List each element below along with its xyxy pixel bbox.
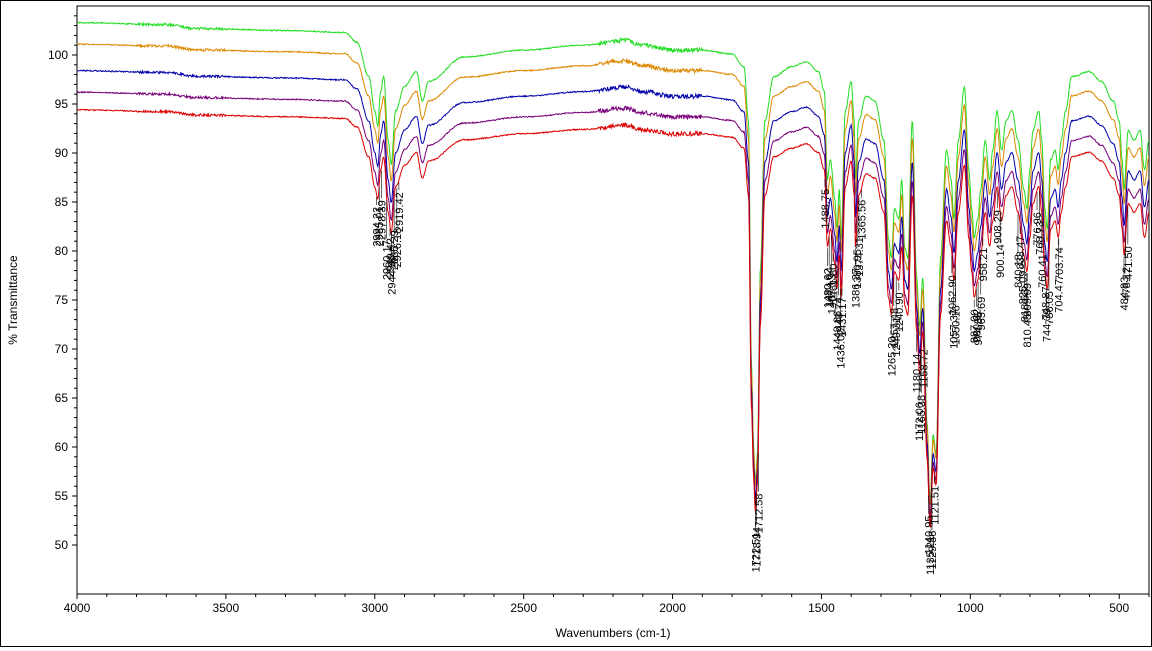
peak-label: 1240.90 [894, 292, 906, 332]
peak-label: 987.00 [969, 310, 981, 344]
x-tick-label: 3500 [213, 601, 240, 615]
y-tick-label: 75 [55, 293, 69, 307]
x-axis-label: Wavenumbers (cm-1) [556, 626, 671, 640]
peak-label: 900.14 [995, 244, 1007, 278]
y-tick-label: 90 [55, 146, 69, 160]
peak-label: 471.50 [1123, 246, 1135, 280]
y-axis-label: % Transmittance [6, 255, 20, 345]
peak-label: 2994.22 [372, 207, 384, 247]
peak-label: 974.55 [973, 312, 985, 346]
peak-label: 1257.48 [889, 308, 901, 348]
x-tick-label: 4000 [64, 601, 91, 615]
peak-label: 965.69 [976, 297, 988, 331]
peak-label: 825.09 [1017, 271, 1029, 305]
peak-label: 744.39 [1042, 308, 1054, 342]
peak-label: 2944.36 [387, 255, 399, 295]
peak-annotations: 2994.222985.012978.392960.172949.422944.… [372, 170, 1135, 575]
peak-label: 958.21 [978, 248, 990, 282]
peak-label: 1158.72 [918, 349, 930, 388]
peak-label: 776.96 [1032, 212, 1044, 246]
spectrum-line [77, 21, 1149, 503]
peak-label: 2926.18 [392, 228, 404, 268]
x-tick-label: 2500 [510, 601, 537, 615]
peak-label: 1431.17 [837, 297, 849, 337]
peak-label: 1436.02 [836, 329, 848, 369]
y-tick-label: 95 [55, 97, 69, 111]
y-tick-label: 65 [55, 391, 69, 405]
peak-label: 1365.56 [857, 200, 869, 240]
peak-label: 768.73 [1034, 221, 1046, 255]
peak-label: 2985.01 [374, 207, 386, 247]
peak-label: 1135.21 [925, 536, 937, 575]
peak-label: 1374.31 [854, 237, 866, 277]
peak-label: 484.83 [1119, 277, 1131, 311]
spectrum-line [77, 43, 1149, 505]
peak-label: 818.63 [1020, 289, 1032, 323]
y-tick-label: 55 [55, 489, 69, 503]
peak-label: 1718.94 [752, 527, 764, 567]
y-tick-label: 70 [55, 342, 69, 356]
peak-label: 908.29 [993, 210, 1005, 244]
y-tick-label: 50 [55, 538, 69, 552]
peak-label: 809.09 [1022, 283, 1034, 317]
peak-label: 1712.58 [753, 494, 765, 534]
peak-label: 1180.14 [912, 354, 924, 393]
peak-label: 1165.38 [916, 395, 928, 434]
spectrum-line [77, 90, 1149, 524]
peak-label: 1249.31 [891, 317, 903, 357]
x-tick-label: 1000 [957, 601, 984, 615]
peak-label: 1172.06 [914, 402, 926, 441]
plot-area [76, 5, 1150, 595]
peak-label: 703.74 [1054, 247, 1066, 281]
peak-label: 1474.04 [824, 267, 836, 307]
peak-label: 704.47 [1054, 279, 1066, 313]
y-tick-label: 100 [48, 48, 68, 62]
x-tick-label: 3000 [361, 601, 388, 615]
y-axis: 50 55 60 65 70 75 80 85 90 95 100 [48, 15, 77, 552]
peak-label: 2978.39 [376, 200, 388, 240]
peak-label: 1129.86 [927, 531, 939, 570]
peak-label: 1467.13 [826, 275, 838, 315]
x-tick-label: 2000 [659, 601, 686, 615]
peak-label: 1050.16 [950, 305, 962, 345]
spectrum-line [77, 108, 1149, 529]
peak-label: 980.62 [971, 309, 983, 343]
spectrum-line [77, 69, 1149, 518]
x-tick-label: 1500 [808, 601, 835, 615]
peak-label: 1722.51 [750, 533, 762, 573]
y-tick-label: 80 [55, 244, 69, 258]
peak-label: 1140.95 [924, 516, 936, 555]
peak-label: 2949.42 [385, 238, 397, 278]
peak-label: 1488.75 [820, 189, 832, 229]
peak-label: 478.12 [1121, 267, 1133, 301]
peak-label: 810.45 [1022, 314, 1034, 348]
peak-label: 2960.17 [382, 240, 394, 280]
series-layer [77, 21, 1149, 529]
peak-label: 1121.51 [929, 486, 941, 525]
peak-label: 736.05 [1044, 291, 1056, 325]
peak-label: 2919.42 [394, 192, 406, 232]
peak-label: 833.47 [1015, 236, 1027, 270]
peak-label: 760.41 [1037, 254, 1049, 288]
y-tick-label: 60 [55, 440, 69, 454]
x-axis: 4000 3500 3000 2500 2000 1500 1000 500 [64, 594, 1150, 615]
peak-label: 1443.74 [833, 297, 845, 337]
x-tick-label: 500 [1109, 601, 1129, 615]
y-tick-label: 85 [55, 195, 69, 209]
peak-label: 1057.37 [948, 309, 960, 349]
peak-label: 1480.62 [822, 268, 834, 308]
peak-label: 2935.29 [389, 230, 401, 270]
peak-label: 1386.27 [850, 268, 862, 308]
peak-label: 1265.20 [886, 337, 898, 377]
peak-label: 1380.95 [852, 249, 864, 289]
peak-label: 840.18 [1013, 254, 1025, 288]
peak-label: 1448.86 [832, 311, 844, 351]
peak-label: 1062.90 [947, 275, 959, 315]
